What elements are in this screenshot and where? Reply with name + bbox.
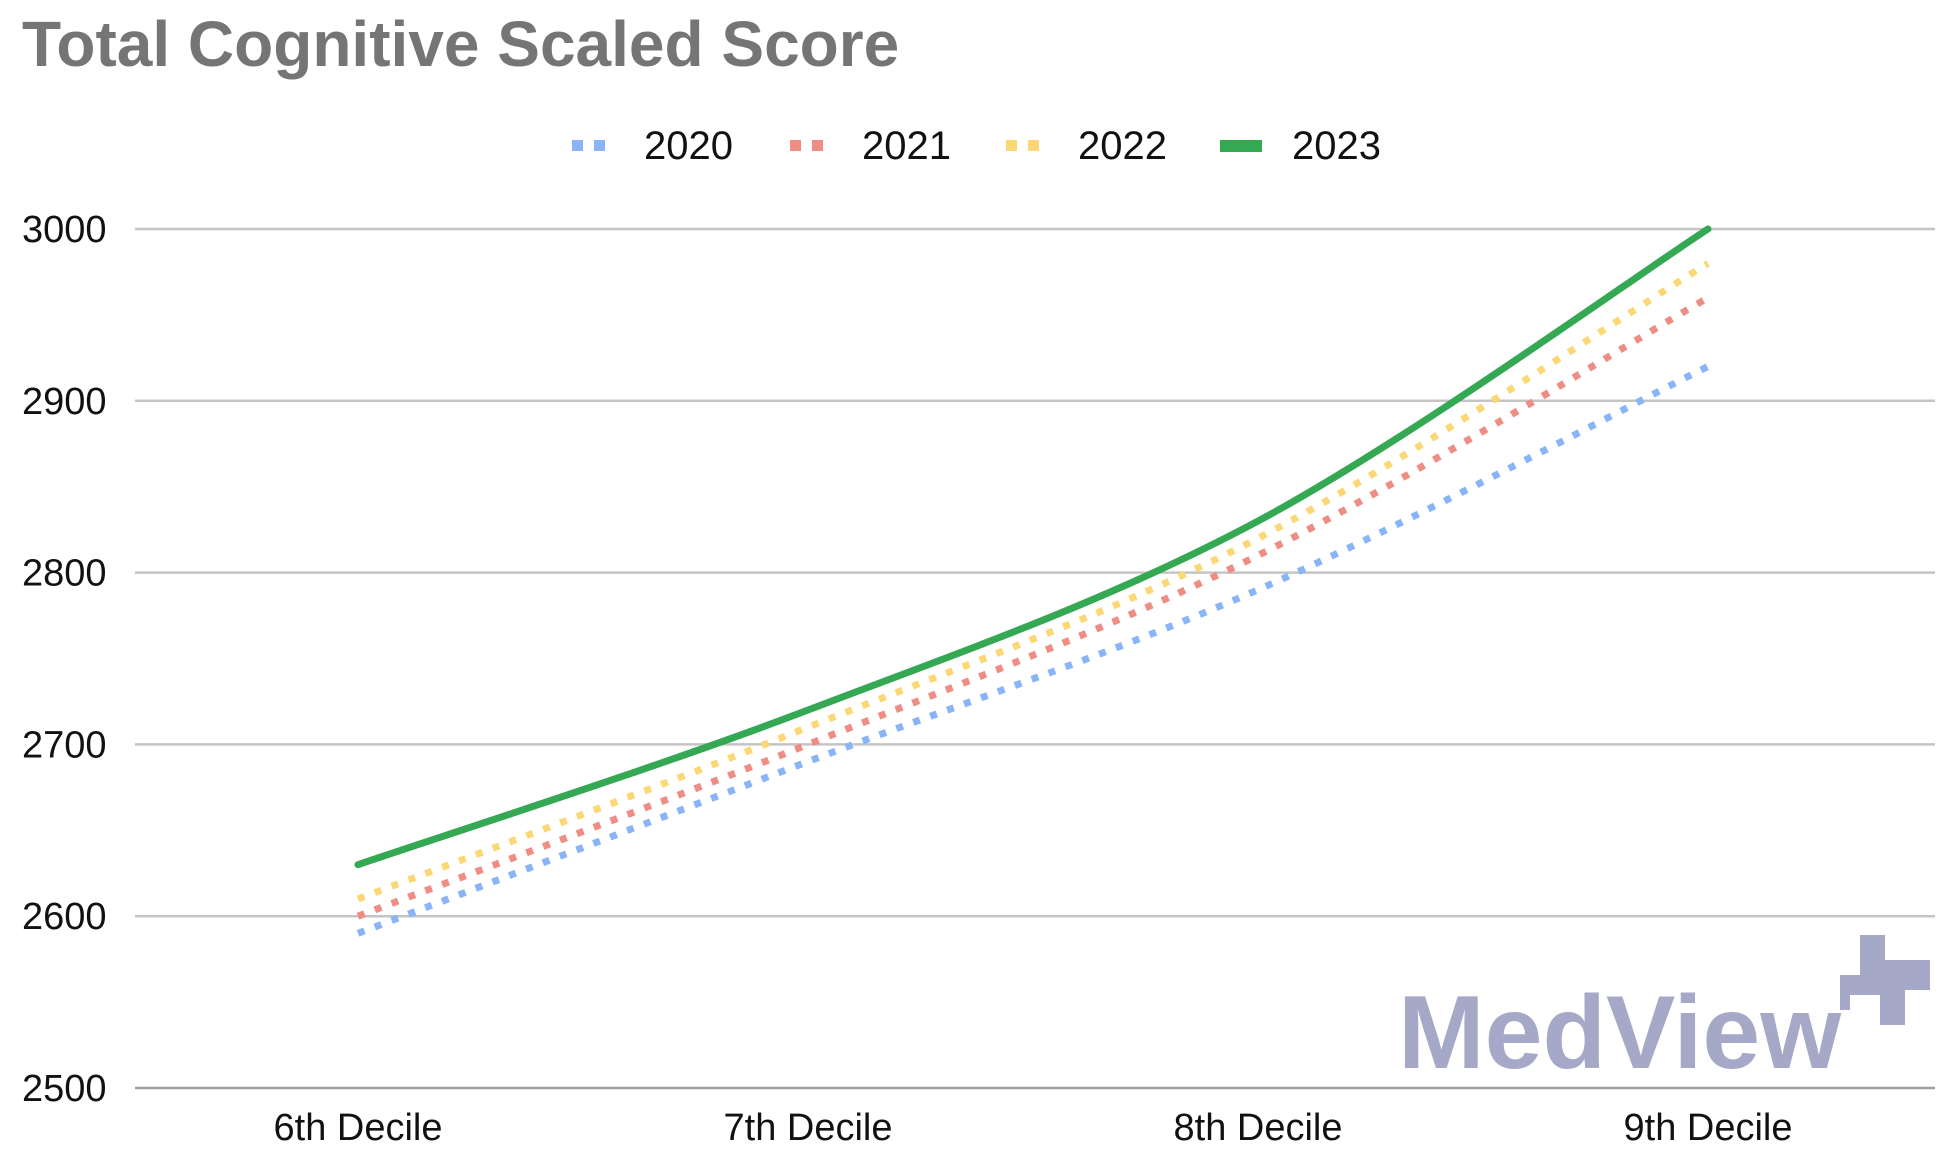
legend-swatch-2021-b bbox=[812, 140, 823, 151]
legend-swatch-2022 bbox=[1006, 140, 1017, 151]
x-tick-label: 8th Decile bbox=[1174, 1107, 1343, 1149]
legend-swatch-2020-b bbox=[594, 140, 605, 151]
y-tick-label: 2500 bbox=[22, 1068, 107, 1110]
legend-label-2021: 2021 bbox=[862, 124, 951, 168]
legend-label-2022: 2022 bbox=[1078, 124, 1167, 168]
legend-swatch-2021 bbox=[790, 140, 801, 151]
legend: 2020 2021 2022 2023 bbox=[572, 124, 1381, 168]
legend-label-2023: 2023 bbox=[1292, 124, 1381, 168]
y-tick-label: 2900 bbox=[22, 381, 107, 423]
legend-swatch-2023 bbox=[1220, 140, 1262, 152]
x-tick-label: 6th Decile bbox=[274, 1107, 443, 1149]
grid-layer: 2500 2600 2700 2800 2900 3000 bbox=[22, 209, 1935, 1110]
series-line-2022 bbox=[356, 260, 1710, 903]
series-line-2023 bbox=[354, 225, 1712, 869]
y-tick-label: 2700 bbox=[22, 724, 107, 766]
legend-swatch-2020 bbox=[572, 140, 583, 151]
watermark-text: MedView bbox=[1398, 975, 1842, 1091]
x-axis-labels: 6th Decile 7th Decile 8th Decile 9th Decile bbox=[274, 1107, 1793, 1149]
watermark: MedView bbox=[1398, 935, 1930, 1091]
chart-title: Total Cognitive Scaled Score bbox=[22, 8, 899, 80]
y-tick-label: 3000 bbox=[22, 209, 107, 251]
series-layer bbox=[354, 225, 1712, 937]
medview-cross-icon bbox=[1840, 935, 1930, 1025]
y-tick-label: 2800 bbox=[22, 553, 107, 595]
legend-label-2020: 2020 bbox=[644, 124, 733, 168]
series-line-2021 bbox=[356, 294, 1710, 920]
legend-swatch-2022-b bbox=[1028, 140, 1039, 151]
y-tick-label: 2600 bbox=[22, 896, 107, 938]
series-line-2020 bbox=[356, 363, 1710, 937]
x-tick-label: 7th Decile bbox=[724, 1107, 893, 1149]
x-tick-label: 9th Decile bbox=[1624, 1107, 1793, 1149]
